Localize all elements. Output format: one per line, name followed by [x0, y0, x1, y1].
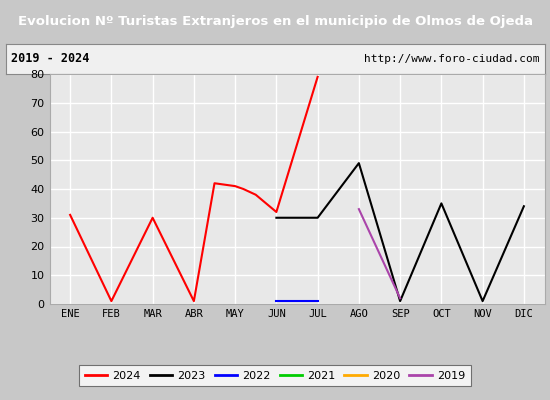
- Text: Evolucion Nº Turistas Extranjeros en el municipio de Olmos de Ojeda: Evolucion Nº Turistas Extranjeros en el …: [18, 14, 532, 28]
- Legend: 2024, 2023, 2022, 2021, 2020, 2019: 2024, 2023, 2022, 2021, 2020, 2019: [79, 365, 471, 386]
- Text: 2019 - 2024: 2019 - 2024: [11, 52, 89, 66]
- Text: http://www.foro-ciudad.com: http://www.foro-ciudad.com: [364, 54, 539, 64]
